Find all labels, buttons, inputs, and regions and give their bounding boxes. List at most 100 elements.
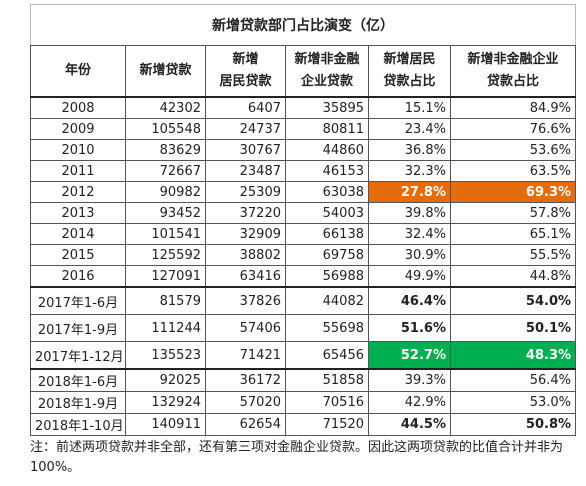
data-cell: 105548 [125, 118, 206, 140]
data-cell: 46153 [285, 160, 369, 182]
data-cell: 44860 [285, 139, 369, 161]
data-cell: 23487 [205, 160, 286, 182]
data-cell: 46.4% [368, 286, 451, 315]
data-cell: 54003 [285, 202, 369, 224]
data-cell: 101541 [125, 223, 206, 245]
data-cell: 2017年1-12月 [30, 341, 126, 370]
data-cell: 71520 [285, 413, 369, 436]
data-cell: 66138 [285, 223, 369, 245]
data-cell: 23.4% [368, 118, 451, 140]
data-cell: 35895 [285, 96, 369, 119]
data-cell: 27.8% [368, 181, 451, 203]
data-row: 2013 93452 37220 54003 39.8% 57.8% [30, 202, 577, 224]
data-cell: 127091 [125, 265, 206, 288]
data-cell: 2016 [30, 265, 126, 288]
table-title: 新增贷款部门占比演变（亿） [29, 4, 577, 46]
table: 新增贷款部门占比演变（亿） 年份 新增贷款 新增 居民贷款 新增非金融 企业贷款 新增居民贷… [29, 4, 577, 436]
data-cell: 37220 [205, 202, 286, 224]
data-cell: 24737 [205, 118, 286, 140]
data-cell: 30.9% [368, 244, 451, 266]
data-row: 2016 127091 63416 56988 49.9% 44.8% [30, 265, 577, 288]
data-row: 2010 83629 30767 44860 36.8% 53.6% [30, 139, 577, 161]
table-wrap: 新增贷款部门占比演变（亿） 年份 新增贷款 新增 居民贷款 新增非金融 企业贷款 新增居民贷… [29, 4, 577, 436]
header-cell: 新增 居民贷款 [205, 45, 286, 98]
data-row: 2011 72667 23487 46153 32.3% 63.5% [30, 160, 577, 182]
data-cell: 36172 [205, 368, 286, 392]
data-cell: 15.1% [368, 96, 451, 119]
data-cell: 57406 [205, 314, 286, 342]
header-cell: 年份 [30, 45, 126, 98]
data-cell: 44.5% [368, 413, 451, 436]
data-cell: 6407 [205, 96, 286, 119]
data-cell: 42.9% [368, 391, 451, 414]
data-cell: 2018年1-10月 [30, 413, 126, 436]
data-cell: 70516 [285, 391, 369, 414]
data-cell: 69.3% [449, 181, 577, 203]
data-row: 2008 42302 6407 35895 15.1% 84.9% [30, 96, 577, 119]
data-cell: 72667 [125, 160, 206, 182]
header-line: 新增居民 [383, 52, 436, 67]
data-cell: 56988 [285, 265, 369, 288]
header-line: 贷款占比 [383, 74, 436, 89]
data-cell: 50.1% [449, 314, 577, 342]
data-cell: 69758 [285, 244, 369, 266]
data-cell: 32.3% [368, 160, 451, 182]
data-cell: 2011 [30, 160, 126, 182]
data-row: 2015 125592 38802 69758 30.9% 55.5% [30, 244, 577, 266]
header-line: 年份 [64, 63, 91, 78]
data-row: 2009 105548 24737 80811 23.4% 76.6% [30, 118, 577, 140]
data-cell: 50.8% [449, 413, 577, 436]
data-cell: 51858 [285, 368, 369, 392]
data-cell: 92025 [125, 368, 206, 392]
data-cell: 63.5% [449, 160, 577, 182]
data-row: 2018年1-10月 140911 62654 71520 44.5% 50.8% [30, 413, 577, 436]
data-row: 2012 90982 25309 63038 27.8% 69.3% [30, 181, 577, 203]
title-row: 新增贷款部门占比演变（亿） [29, 4, 577, 46]
data-cell: 63416 [205, 265, 286, 288]
data-cell: 2015 [30, 244, 126, 266]
data-cell: 44.8% [449, 265, 577, 288]
data-cell: 81579 [125, 286, 206, 315]
data-cell: 25309 [205, 181, 286, 203]
data-row: 2017年1-6月 81579 37826 44082 46.4% 54.0% [30, 286, 577, 315]
data-row: 2018年1-6月 92025 36172 51858 39.3% 56.4% [30, 368, 577, 392]
data-cell: 2018年1-6月 [30, 368, 126, 392]
data-cell: 38802 [205, 244, 286, 266]
data-cell: 62654 [205, 413, 286, 436]
data-cell: 44082 [285, 286, 369, 315]
data-cell: 32909 [205, 223, 286, 245]
data-cell: 53.0% [449, 391, 577, 414]
header-row: 年份 新增贷款 新增 居民贷款 新增非金融 企业贷款 新增居民 贷款占比 新增非金融企业 贷款占比 [30, 45, 577, 98]
data-cell: 55.5% [449, 244, 577, 266]
data-cell: 83629 [125, 139, 206, 161]
data-row: 2017年1-9月 111244 57406 55698 51.6% 50.1% [30, 314, 577, 342]
table-body: 新增贷款部门占比演变（亿） 年份 新增贷款 新增 居民贷款 新增非金融 企业贷款 新增居民贷… [29, 4, 577, 436]
data-cell: 32.4% [368, 223, 451, 245]
data-cell: 111244 [125, 314, 206, 342]
data-cell: 57.8% [449, 202, 577, 224]
header-line: 新增贷款 [139, 63, 192, 78]
data-cell: 42302 [125, 96, 206, 119]
data-cell: 57020 [205, 391, 286, 414]
data-cell: 2018年1-9月 [30, 391, 126, 414]
data-cell: 36.8% [368, 139, 451, 161]
data-cell: 48.3% [449, 341, 577, 370]
data-cell: 30767 [205, 139, 286, 161]
data-cell: 2010 [30, 139, 126, 161]
data-cell: 132924 [125, 391, 206, 414]
data-cell: 65456 [285, 341, 369, 370]
data-row: 2018年1-9月 132924 57020 70516 42.9% 53.0% [30, 391, 577, 414]
data-row: 2014 101541 32909 66138 32.4% 65.1% [30, 223, 577, 245]
data-cell: 2009 [30, 118, 126, 140]
data-cell: 2014 [30, 223, 126, 245]
data-cell: 2017年1-6月 [30, 286, 126, 315]
data-cell: 51.6% [368, 314, 451, 342]
data-cell: 140911 [125, 413, 206, 436]
data-cell: 55698 [285, 314, 369, 342]
data-cell: 2012 [30, 181, 126, 203]
data-cell: 52.7% [368, 341, 451, 370]
data-row: 2017年1-12月 135523 71421 65456 52.7% 48.3% [30, 341, 577, 370]
data-cell: 135523 [125, 341, 206, 370]
data-cell: 125592 [125, 244, 206, 266]
data-cell: 65.1% [449, 223, 577, 245]
